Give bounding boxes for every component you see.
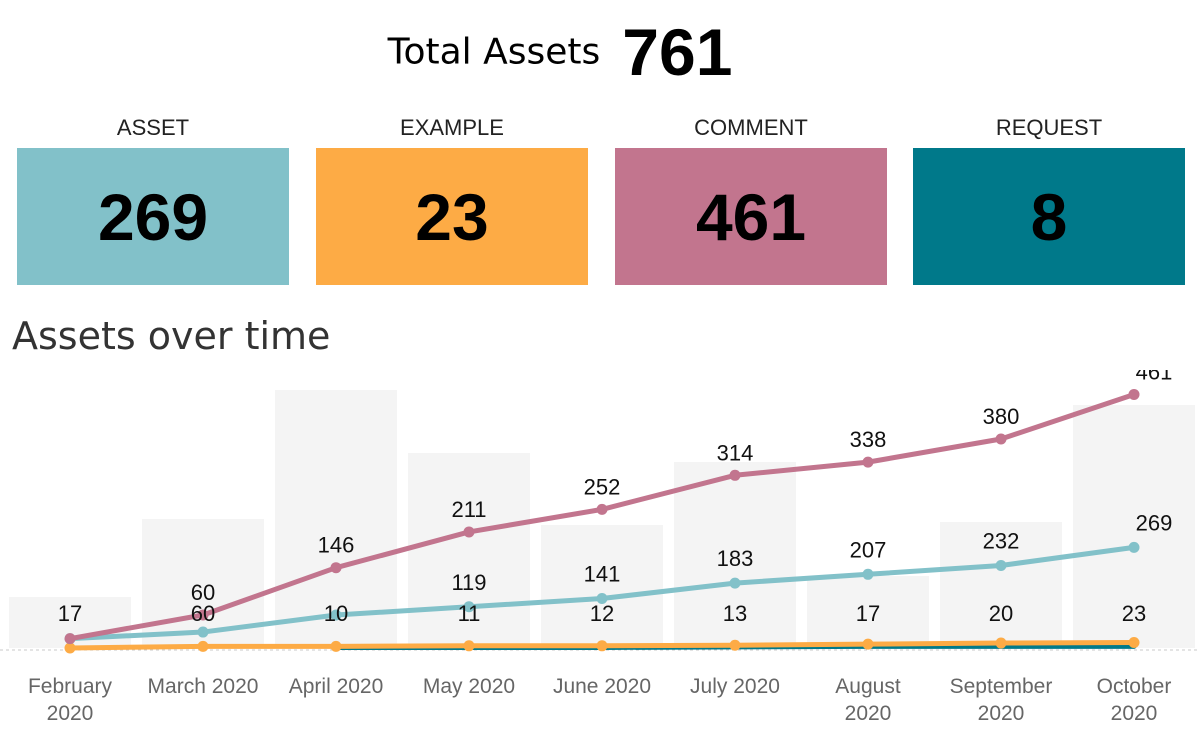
kpi-example-label: EXAMPLE	[400, 115, 504, 140]
background-bar	[408, 453, 530, 648]
data-label: 119	[451, 570, 486, 595]
kpi-request[interactable]: REQUEST 8	[913, 114, 1185, 285]
background-bar	[275, 390, 397, 648]
series-1-point	[197, 626, 209, 638]
series-0-point	[1128, 388, 1140, 400]
series-0-point	[596, 503, 608, 515]
kpi-comment[interactable]: COMMENT 461	[615, 114, 887, 285]
series-2-point	[330, 640, 342, 652]
data-label: 60	[191, 601, 215, 626]
series-0-point	[64, 633, 76, 645]
series-1-point	[729, 577, 741, 589]
background-bar	[940, 522, 1062, 648]
series-2-point	[596, 640, 608, 652]
data-label: 60	[191, 580, 215, 605]
data-label: 380	[983, 404, 1020, 429]
data-label: 11	[458, 601, 481, 626]
background-bar	[1073, 405, 1195, 648]
x-tick-label: April 2020	[289, 675, 384, 698]
data-label: 23	[1122, 601, 1146, 626]
series-2-point	[64, 642, 76, 654]
data-label: 461	[1136, 370, 1173, 384]
kpi-example[interactable]: EXAMPLE 23	[316, 114, 588, 285]
x-tick-label: May 2020	[423, 675, 515, 698]
data-label: 13	[723, 601, 747, 626]
series-0-point	[330, 562, 342, 574]
background-bar	[807, 576, 929, 648]
kpi-asset-box: 269	[17, 148, 289, 285]
x-tick-label: February 2020	[28, 675, 113, 725]
kpi-asset[interactable]: ASSET 269	[17, 114, 289, 285]
data-label: 338	[850, 427, 887, 452]
series-2-point	[862, 638, 874, 650]
kpi-comment-label: COMMENT	[694, 115, 808, 140]
series-2-point	[463, 640, 475, 652]
series-0-point	[729, 469, 741, 481]
x-tick-label: October 2020	[1097, 675, 1172, 725]
data-label: 17	[856, 601, 880, 626]
kpi-comment-box: 461	[615, 148, 887, 285]
data-label: 269	[1136, 510, 1173, 535]
series-2-point	[729, 639, 741, 651]
series-2-point	[1128, 637, 1140, 648]
data-label: 252	[584, 474, 621, 499]
background-bar	[541, 525, 663, 648]
data-label: 183	[717, 546, 754, 571]
series-1-point	[596, 593, 608, 604]
data-label: 207	[850, 537, 887, 562]
data-label: 146	[318, 533, 355, 558]
x-tick-label: March 2020	[148, 675, 259, 698]
data-label: 141	[584, 562, 621, 587]
x-tick-label: July 2020	[690, 675, 780, 698]
background-bar	[674, 462, 796, 648]
data-label: 12	[590, 601, 614, 626]
series-1-point	[1128, 541, 1140, 553]
chart-title: Assets over time	[12, 314, 331, 358]
assets-over-time-chart: 60 146 211 252 314 338 380 461 119 141 183 207 232 26…	[0, 370, 1200, 725]
series-1-point	[862, 568, 874, 580]
series-2-point	[995, 637, 1007, 649]
data-label: 20	[989, 601, 1013, 626]
series-0-point	[995, 433, 1007, 445]
kpi-request-value: 8	[1030, 179, 1068, 254]
series-2-point	[197, 640, 209, 652]
total-assets-value: 761	[622, 15, 733, 89]
kpi-example-value: 23	[415, 179, 489, 254]
data-label: 211	[451, 497, 486, 522]
data-label: 17	[58, 601, 82, 626]
kpi-asset-label: ASSET	[116, 115, 190, 140]
kpi-comment-value: 461	[695, 179, 807, 254]
series-1-point	[995, 560, 1007, 571]
total-assets-label: Total Assets	[387, 31, 601, 73]
kpi-example-box: 23	[316, 148, 588, 285]
series-1-point	[330, 609, 342, 621]
series-0-point	[463, 526, 475, 538]
x-tick-label: September 2020	[950, 675, 1053, 725]
kpi-request-label: REQUEST	[995, 115, 1103, 140]
total-assets-header: Total Assets 761	[0, 14, 1120, 90]
kpi-request-box: 8	[913, 148, 1185, 285]
data-label: 232	[983, 529, 1020, 554]
data-label: 10	[324, 601, 348, 626]
kpi-asset-value: 269	[97, 179, 209, 254]
series-0-point	[197, 609, 209, 621]
series-1-point	[463, 601, 475, 613]
series-0-point	[862, 456, 874, 468]
x-tick-label: June 2020	[553, 675, 651, 698]
kpi-row: ASSET 269 EXAMPLE 23 COMMENT 461 REQUEST…	[17, 114, 1200, 286]
data-label: 314	[717, 440, 754, 465]
x-tick-label: August 2020	[835, 675, 901, 725]
